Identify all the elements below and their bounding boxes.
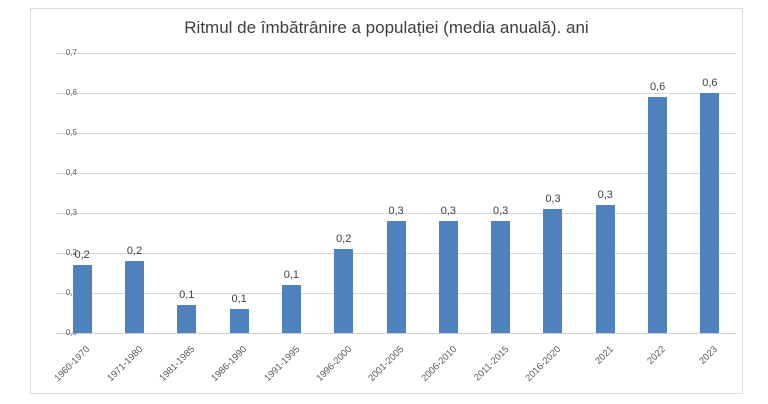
bar [334, 249, 354, 333]
bar-value-label: 0,2 [336, 233, 352, 245]
y-tick-label: 0,3 [65, 208, 77, 217]
x-tick-cell: 2021 [579, 339, 631, 395]
x-axis-labels: 1960-1970 1971-1980 1981-1985 1986-1990 1991… [52, 339, 736, 395]
bar-value-label: 0,3 [493, 205, 509, 217]
bar-value-label: 0,2 [74, 249, 90, 261]
x-tick-cell: 2001-2005 [366, 339, 422, 395]
bar-value-label: 0,1 [283, 269, 300, 281]
gridline [56, 53, 736, 54]
x-tick-cell: 1960-1970 [52, 339, 108, 395]
x-tick-label: 2011-2015 [471, 344, 512, 384]
gridline [56, 173, 736, 174]
x-tick-cell: 1971-1980 [104, 339, 160, 395]
bar [648, 97, 668, 333]
gridline [56, 93, 736, 94]
bar-column: 0,3 [579, 53, 631, 333]
bar-column: 0,2 [318, 53, 370, 333]
x-tick-label: 1991-1995 [261, 344, 302, 384]
x-tick-cell: 2011-2015 [471, 339, 527, 395]
bar-chart: Ritmul de îmbătrânire a populației (medi… [30, 8, 743, 394]
y-tick-label: 0,5 [65, 128, 77, 137]
gridline [56, 213, 736, 214]
x-tick-label: 1981-1985 [157, 344, 198, 384]
x-tick-label: 2023 [697, 344, 721, 367]
bar-column: 0,3 [422, 53, 474, 333]
bar [386, 221, 406, 333]
x-tick-label: 1971-1980 [104, 344, 145, 384]
y-tick-label: 0,4 [65, 168, 77, 177]
bar [700, 93, 720, 333]
x-tick-cell: 2022 [631, 339, 683, 395]
bar [124, 261, 144, 333]
bar-column: 0,3 [475, 53, 527, 333]
x-tick-label: 2022 [645, 344, 668, 367]
bar-value-label: 0,3 [597, 189, 613, 201]
bar-column: 0,1 [213, 53, 265, 333]
bar-value-label: 0,3 [388, 205, 404, 217]
bar [438, 221, 458, 333]
plot-area: 0,0 0,1 0,2 0,3 0,4 0,5 0,6 0,7 0,2 0,2 0,1 0,1 0,1… [56, 48, 736, 337]
bar-column: 0,6 [631, 53, 683, 333]
bars-row: 0,2 0,2 0,1 0,1 0,1 0,2 0,3 0,3 0,3 0,3 0,3 0,6 0,6 [56, 53, 736, 333]
bar-column: 0,2 [56, 53, 108, 333]
y-tick-label: 0,0 [65, 328, 77, 337]
bar-value-label: 0,2 [126, 245, 143, 257]
bar [543, 209, 563, 333]
bar-column: 0,2 [108, 53, 160, 333]
gridline [56, 333, 736, 334]
x-tick-cell: 1996-2000 [314, 339, 370, 395]
x-tick-cell: 1986-1990 [209, 339, 265, 395]
x-tick-label: 2001-2005 [366, 344, 407, 384]
bar-value-label: 0,6 [649, 81, 666, 93]
x-tick-label: 2006-2010 [418, 344, 459, 384]
x-tick-label: 1996-2000 [314, 344, 355, 384]
bar-value-label: 0,3 [440, 205, 456, 217]
x-tick-label: 1960-1970 [52, 344, 93, 384]
bar-value-label: 0,6 [702, 77, 718, 89]
bar-value-label: 0,1 [179, 289, 195, 301]
gridline [56, 133, 736, 134]
x-tick-label: 2021 [592, 344, 616, 367]
bar [491, 221, 511, 333]
x-tick-cell: 2023 [684, 339, 736, 395]
x-tick-cell: 1991-1995 [261, 339, 317, 395]
y-tick-label: 0,6 [65, 88, 77, 97]
bar [595, 205, 615, 333]
bar [177, 305, 197, 333]
bar-value-label: 0,1 [231, 293, 247, 305]
bar [281, 285, 301, 333]
x-tick-label: 1986-1990 [209, 344, 250, 384]
bar [229, 309, 249, 333]
x-tick-cell: 2016-2020 [523, 339, 579, 395]
chart-title: Ritmul de îmbătrânire a populației (medi… [184, 18, 589, 37]
bar-column: 0,1 [265, 53, 317, 333]
bar-column: 0,6 [684, 53, 736, 333]
bar [72, 265, 92, 333]
bar-column: 0,3 [527, 53, 579, 333]
x-tick-label: 2016-2020 [523, 344, 564, 384]
y-tick-label: 0,1 [65, 288, 77, 297]
y-tick-label: 0,7 [65, 48, 77, 57]
bar-value-label: 0,3 [545, 193, 561, 205]
bar-column: 0,1 [161, 53, 213, 333]
y-tick-label: 0,2 [65, 248, 77, 257]
bar-column: 0,3 [370, 53, 422, 333]
x-tick-cell: 2006-2010 [418, 339, 474, 395]
x-tick-cell: 1981-1985 [157, 339, 213, 395]
